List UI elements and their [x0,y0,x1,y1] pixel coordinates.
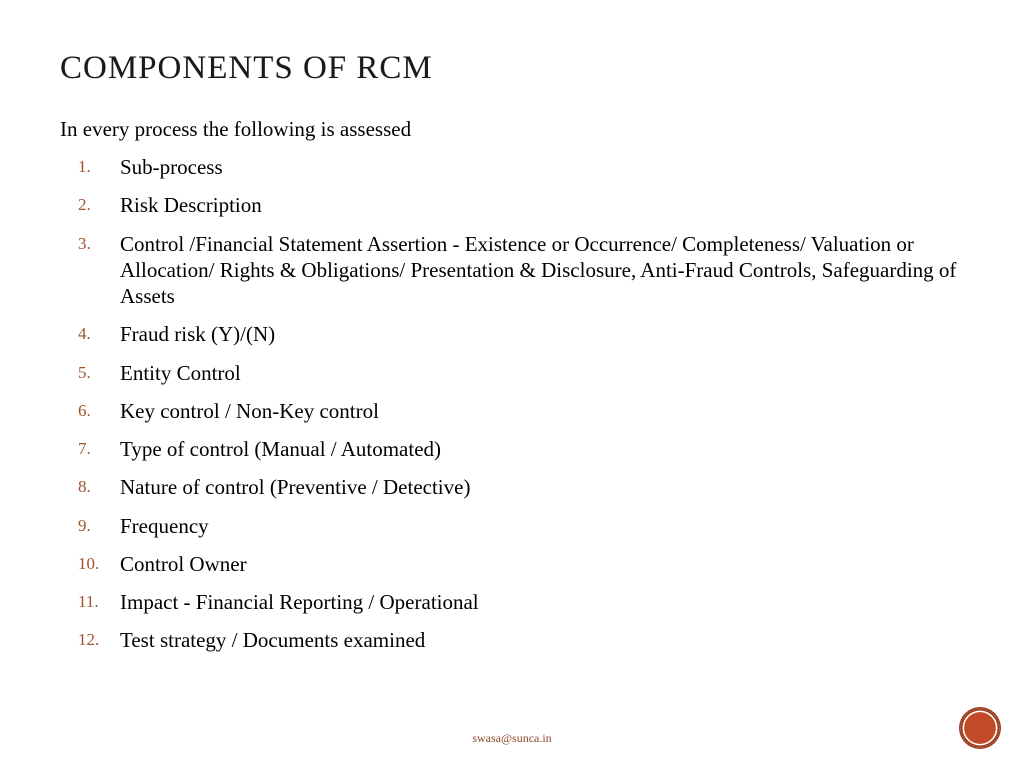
list-item: Risk Description [60,192,964,218]
list-item: Fraud risk (Y)/(N) [60,321,964,347]
list-item: Entity Control [60,360,964,386]
list-item: Key control / Non-Key control [60,398,964,424]
list-item: Test strategy / Documents examined [60,627,964,653]
list-item: Frequency [60,513,964,539]
list-item: Control Owner [60,551,964,577]
slide-title: COMPONENTS OF RCM [60,50,964,87]
list-item: Control /Financial Statement Assertion -… [60,231,964,310]
list-item: Impact - Financial Reporting / Operation… [60,589,964,615]
slide: COMPONENTS OF RCM In every process the f… [0,0,1024,768]
list-item: Type of control (Manual / Automated) [60,436,964,462]
footer-email: swasa@sunca.in [0,731,1024,746]
numbered-list: Sub-process Risk Description Control /Fi… [60,154,964,654]
intro-text: In every process the following is assess… [60,117,964,142]
list-item: Sub-process [60,154,964,180]
seal-icon [958,706,1002,750]
list-item: Nature of control (Preventive / Detectiv… [60,474,964,500]
